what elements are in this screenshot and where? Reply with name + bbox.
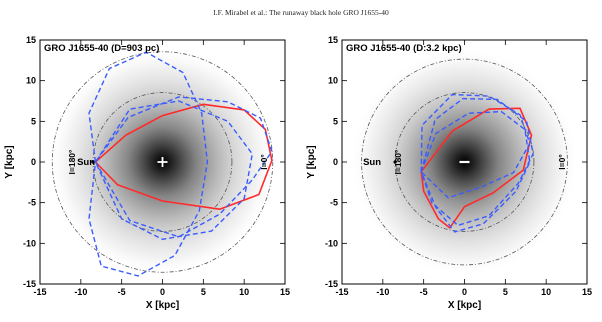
y-tick-label: 5 xyxy=(31,116,36,126)
x-axis-label: X [kpc] xyxy=(146,300,179,311)
longitude-180-label: l=180° xyxy=(67,149,77,175)
sun-label: Sun xyxy=(363,157,381,168)
y-tick-label: -10 xyxy=(325,238,338,248)
y-tick-label: -10 xyxy=(23,238,36,248)
reference-circle xyxy=(51,51,274,273)
y-tick-label: 15 xyxy=(328,35,338,45)
x-tick-label: 15 xyxy=(582,287,592,297)
y-axis-label: Y [kpc] xyxy=(4,145,15,178)
orbit-solid-red xyxy=(420,107,533,229)
x-tick-label: -10 xyxy=(376,287,389,297)
plot-title: GRO J1655-40 (D=903 pc) xyxy=(44,43,159,54)
y-tick-label: 10 xyxy=(328,76,338,86)
x-tick-label: 10 xyxy=(239,287,249,297)
longitude-0-label: l=0° xyxy=(259,154,269,170)
y-tick-label: 0 xyxy=(333,157,338,167)
orbit-plot-right: -15 -10 -5 0 5 10 15 -15 -10 -5 0 5 10 15 GRO J1655-40… xyxy=(306,35,592,311)
x-tick-label: 5 xyxy=(503,287,508,297)
plot-title: GRO J1655-40 (D:3.2 kpc) xyxy=(346,43,462,54)
sun-marker xyxy=(91,160,95,164)
y-tick-label: -15 xyxy=(325,279,338,289)
y-tick-label: 10 xyxy=(26,76,36,86)
y-axis-label: Y [kpc] xyxy=(306,145,317,178)
x-tick-label: -15 xyxy=(33,287,46,297)
orbit-dashed-blue xyxy=(420,110,531,233)
y-tick-label: -5 xyxy=(28,198,36,208)
x-tick-label: 0 xyxy=(160,287,165,297)
orbit-dashed-blue xyxy=(420,97,534,227)
reference-circle xyxy=(361,58,568,266)
x-tick-label: 5 xyxy=(201,287,206,297)
longitude-0-label: l=0° xyxy=(557,154,567,170)
x-tick-label: -5 xyxy=(118,287,126,297)
x-tick-label: 15 xyxy=(280,287,290,297)
x-tick-label: -10 xyxy=(74,287,87,297)
x-tick-label: 0 xyxy=(462,287,467,297)
y-tick-label: -15 xyxy=(23,279,36,289)
orbit-dashed-blue xyxy=(94,96,273,238)
x-tick-label: -5 xyxy=(420,287,428,297)
orbit-dashed-blue xyxy=(420,93,531,199)
orbit-dashed-blue xyxy=(94,100,253,240)
orbit-plot-left: -15 -10 -5 0 5 10 15 -15 -10 -5 0 5 10 15 GRO J1655-40… xyxy=(4,35,290,311)
paper-running-header: I.F. Mirabel et al.: The runaway black h… xyxy=(213,8,389,17)
x-axis-label: X [kpc] xyxy=(448,300,481,311)
sun-label: Sun xyxy=(77,157,95,168)
y-tick-label: -5 xyxy=(330,198,338,208)
orbit-solid-red xyxy=(94,103,273,210)
y-tick-label: 0 xyxy=(31,157,36,167)
x-tick-label: 10 xyxy=(541,287,551,297)
orbit-dashed-blue xyxy=(88,51,209,277)
sun-marker xyxy=(393,160,397,164)
x-tick-label: -15 xyxy=(335,287,348,297)
y-tick-label: 5 xyxy=(333,116,338,126)
longitude-180-label: l=180° xyxy=(393,149,403,175)
y-tick-label: 15 xyxy=(26,35,36,45)
